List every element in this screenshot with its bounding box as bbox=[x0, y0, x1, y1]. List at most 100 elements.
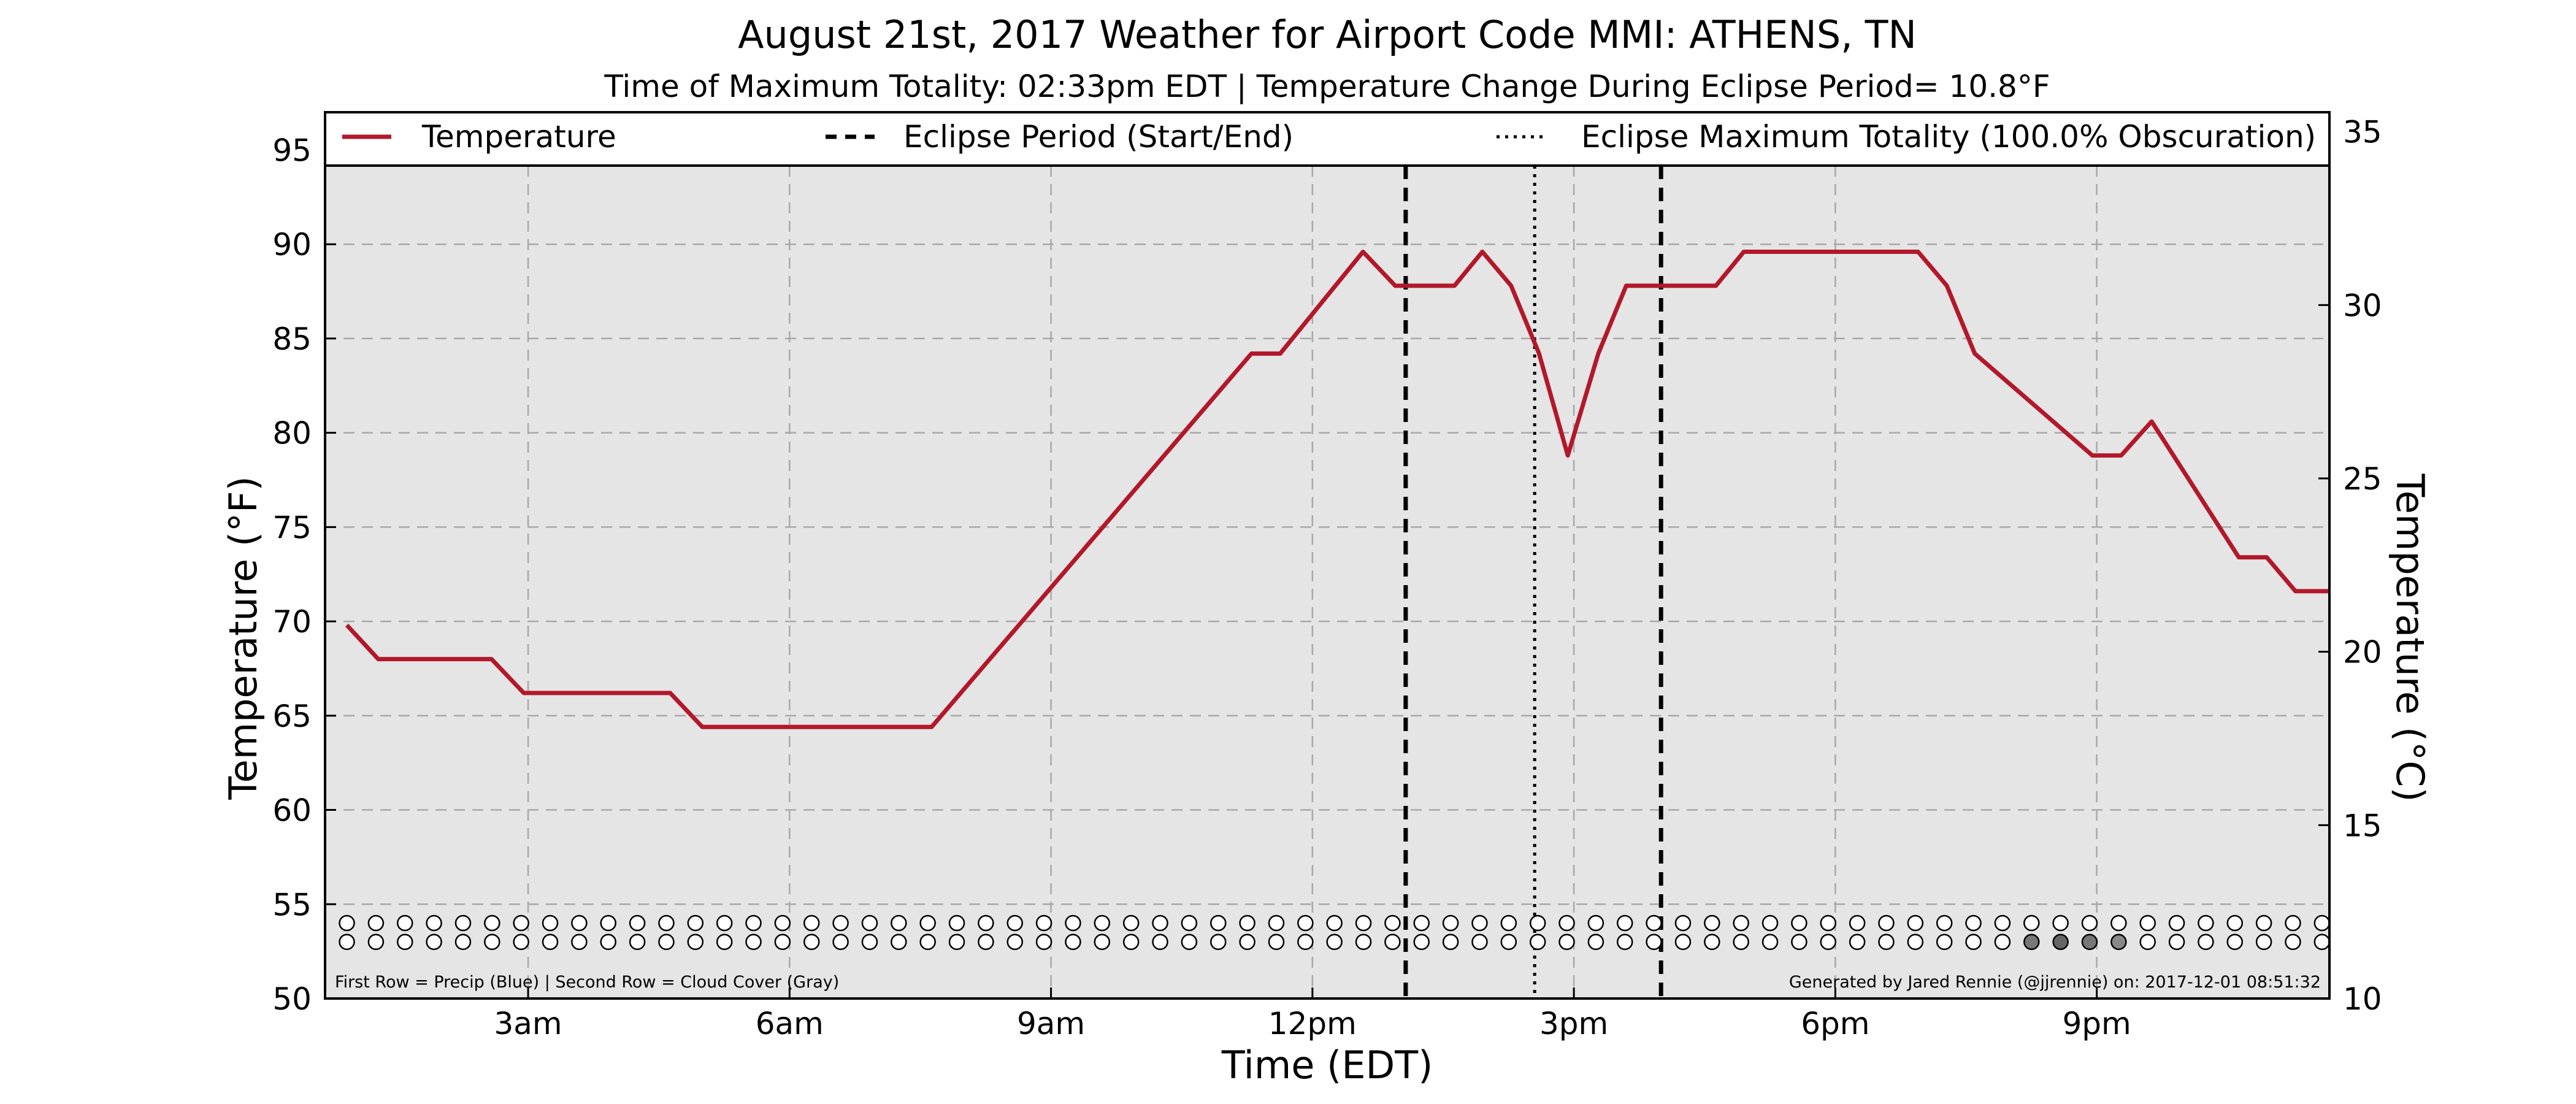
cloud-cover-marker bbox=[571, 933, 588, 951]
precip-marker bbox=[1268, 914, 1285, 932]
cloud-cover-marker bbox=[1122, 933, 1140, 951]
cloud-cover-marker bbox=[1907, 933, 1924, 951]
precip-marker bbox=[1181, 914, 1198, 932]
cloud-cover-marker bbox=[1326, 933, 1343, 951]
x-tick-label: 3am bbox=[494, 1006, 562, 1041]
precip-marker bbox=[2226, 914, 2244, 932]
cloud-cover-marker bbox=[2313, 933, 2331, 951]
cloud-cover-marker bbox=[658, 933, 675, 951]
cloud-cover-marker bbox=[484, 933, 500, 951]
cloud-cover-marker bbox=[1646, 933, 1662, 951]
cloud-cover-marker bbox=[1209, 933, 1227, 951]
x-tick-label: 12pm bbox=[1268, 1006, 1357, 1041]
cloud-cover-marker bbox=[1761, 933, 1779, 951]
precip-marker bbox=[1239, 914, 1255, 932]
precip-marker bbox=[891, 914, 907, 932]
axis-ticks: 50 55 60 65 70 75 80 85 90 95 3am 6am 9am 12pm 3pm 6pm 9… bbox=[272, 115, 2382, 1041]
y-right-tick-label: 10 bbox=[2343, 981, 2382, 1017]
cloud-cover-marker bbox=[891, 933, 907, 951]
precip-marker bbox=[600, 914, 616, 932]
cloud-cover-marker bbox=[1587, 933, 1604, 951]
cloud-cover-marker bbox=[716, 933, 733, 951]
y-right-tick-label: 35 bbox=[2343, 115, 2382, 150]
cloud-cover-marker bbox=[1239, 933, 1255, 951]
precip-marker bbox=[1704, 914, 1720, 932]
precip-marker bbox=[1500, 914, 1517, 932]
weather-markers bbox=[339, 914, 2331, 951]
precip-marker bbox=[1674, 914, 1692, 932]
legend-box bbox=[324, 111, 2331, 167]
series-layer bbox=[345, 250, 2330, 729]
precip-marker bbox=[1326, 914, 1343, 932]
cloud-cover-marker bbox=[1094, 933, 1111, 951]
cloud-cover-marker bbox=[454, 933, 472, 951]
cloud-cover-marker bbox=[513, 933, 529, 951]
precip-marker bbox=[1471, 914, 1488, 932]
y-tick-label: 70 bbox=[272, 604, 312, 640]
precip-marker bbox=[803, 914, 820, 932]
precip-marker bbox=[1297, 914, 1314, 932]
cloud-cover-marker bbox=[1181, 933, 1198, 951]
series-line-temperature bbox=[345, 250, 2329, 729]
precip-marker bbox=[1646, 914, 1662, 932]
cloud-cover-marker bbox=[1413, 933, 1430, 951]
precip-marker bbox=[1529, 914, 1546, 932]
precip-marker bbox=[1761, 914, 1779, 932]
plot-area bbox=[325, 112, 2329, 999]
precip-marker bbox=[2285, 914, 2301, 932]
precip-marker bbox=[658, 914, 675, 932]
y-tick-label: 65 bbox=[272, 699, 312, 734]
precip-marker bbox=[1849, 914, 1866, 932]
x-tick-label: 6am bbox=[756, 1006, 824, 1041]
cloud-cover-marker bbox=[1965, 933, 1982, 951]
precip-marker bbox=[484, 914, 500, 932]
precip-marker bbox=[2139, 914, 2156, 932]
cloud-cover-marker bbox=[1471, 933, 1488, 951]
precip-marker bbox=[2052, 914, 2069, 932]
precip-marker bbox=[571, 914, 588, 932]
precip-marker bbox=[716, 914, 733, 932]
y-tick-label: 75 bbox=[272, 510, 312, 545]
cloud-cover-marker bbox=[2052, 933, 2069, 951]
precip-marker bbox=[1384, 914, 1401, 932]
cloud-cover-marker bbox=[861, 933, 878, 951]
precip-marker bbox=[513, 914, 529, 932]
chart-title: August 21st, 2017 Weather for Airport Co… bbox=[738, 12, 1917, 57]
cloud-cover-marker bbox=[1820, 933, 1837, 951]
cloud-cover-marker bbox=[774, 933, 791, 951]
cloud-cover-marker bbox=[948, 933, 965, 951]
x-tick-label: 9pm bbox=[2062, 1006, 2131, 1041]
cloud-cover-marker bbox=[339, 933, 355, 951]
precip-marker bbox=[1413, 914, 1430, 932]
y-tick-label: 60 bbox=[272, 793, 312, 829]
cloud-cover-marker bbox=[2023, 933, 2040, 951]
precip-marker bbox=[1065, 914, 1081, 932]
y-right-tick-label: 25 bbox=[2343, 461, 2382, 497]
precip-marker bbox=[1936, 914, 1953, 932]
precip-marker bbox=[1820, 914, 1837, 932]
cloud-cover-marker bbox=[1355, 933, 1372, 951]
legend-label-eclipse-maximum: Eclipse Maximum Totality (100.0% Obscura… bbox=[1581, 119, 2316, 155]
cloud-cover-marker bbox=[832, 933, 849, 951]
legend-label-eclipse-period: Eclipse Period (Start/End) bbox=[903, 119, 1294, 155]
cloud-cover-marker bbox=[1849, 933, 1866, 951]
cloud-cover-marker bbox=[1994, 933, 2011, 951]
precip-marker bbox=[687, 914, 704, 932]
precip-marker bbox=[542, 914, 559, 932]
precip-marker bbox=[426, 914, 442, 932]
precip-marker bbox=[629, 914, 646, 932]
cloud-cover-marker bbox=[1268, 933, 1285, 951]
precip-marker bbox=[1035, 914, 1052, 932]
cloud-cover-marker bbox=[1704, 933, 1720, 951]
x-tick-label: 6pm bbox=[1801, 1006, 1869, 1041]
precip-marker bbox=[367, 914, 385, 932]
y-axis-label-right: Temperature (°C) bbox=[2388, 473, 2432, 802]
precip-marker bbox=[1209, 914, 1227, 932]
cloud-cover-marker bbox=[978, 933, 994, 951]
cloud-cover-marker bbox=[1152, 933, 1168, 951]
precip-marker bbox=[1558, 914, 1575, 932]
x-tick-label: 9am bbox=[1017, 1006, 1085, 1041]
y-right-tick-label: 30 bbox=[2343, 288, 2382, 323]
precip-marker bbox=[1733, 914, 1749, 932]
precip-marker bbox=[745, 914, 762, 932]
